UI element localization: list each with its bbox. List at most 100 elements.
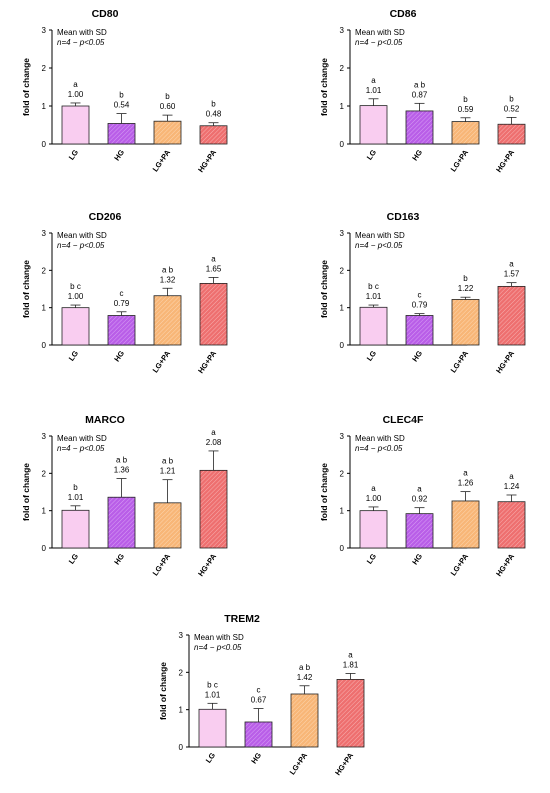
- bar-hg: [107, 315, 136, 346]
- significance-letter: b c: [207, 680, 218, 689]
- y-tick-label: 2: [179, 668, 184, 677]
- significance-letter: a: [371, 484, 376, 493]
- bar-lg-pa: [153, 120, 182, 145]
- y-tick-label: 3: [42, 229, 47, 238]
- data-label: 1.81: [343, 660, 359, 669]
- y-tick-label: 2: [340, 64, 345, 73]
- x-tick-label: LG: [365, 148, 378, 162]
- y-tick-label: 0: [179, 743, 184, 752]
- legend-note: Mean with SD: [355, 231, 405, 240]
- y-tick-label: 3: [42, 26, 47, 35]
- y-axis-label: fold of change: [319, 260, 329, 318]
- y-tick-label: 3: [179, 631, 184, 640]
- y-tick-label: 0: [340, 140, 345, 149]
- significance-letter: b: [211, 100, 216, 109]
- y-tick-label: 0: [42, 140, 47, 149]
- x-tick-label: HG: [112, 148, 126, 163]
- legend-note-stats: n=4 − p<0.05: [355, 241, 403, 250]
- x-tick-label: HG: [410, 552, 424, 567]
- bar-lg-pa: [290, 693, 319, 748]
- legend-note: Mean with SD: [57, 434, 107, 443]
- legend-note-stats: n=4 − p<0.05: [57, 38, 105, 47]
- data-label: 1.42: [297, 673, 313, 682]
- y-axis-label: fold of change: [21, 58, 31, 116]
- x-tick-label: HG: [410, 148, 424, 163]
- data-label: 1.00: [366, 494, 382, 503]
- significance-letter: b: [463, 95, 468, 104]
- bar-hg: [405, 315, 434, 346]
- data-label: 0.52: [504, 104, 520, 113]
- data-label: 1.01: [366, 292, 382, 301]
- x-tick-label: LG: [204, 751, 217, 765]
- y-tick-label: 2: [42, 266, 47, 275]
- legend-note: Mean with SD: [57, 231, 107, 240]
- y-tick-label: 3: [340, 26, 345, 35]
- x-tick-label: LG: [67, 349, 80, 363]
- y-tick-label: 3: [340, 432, 345, 441]
- significance-letter: b c: [368, 282, 379, 291]
- x-tick-label: HG+PA: [196, 552, 218, 579]
- x-tick-label: LG+PA: [151, 148, 173, 174]
- bar-hg-pa: [336, 679, 365, 748]
- data-label: 1.32: [160, 275, 176, 284]
- data-label: 0.48: [206, 110, 222, 119]
- data-label: 0.87: [412, 90, 428, 99]
- x-tick-label: HG+PA: [196, 148, 218, 175]
- chart-title: CD163: [387, 211, 420, 223]
- significance-letter: b: [73, 483, 78, 492]
- legend-note-stats: n=4 − p<0.05: [355, 444, 403, 453]
- y-tick-label: 1: [42, 102, 47, 111]
- bar-lg: [198, 708, 227, 748]
- significance-letter: c: [120, 289, 124, 298]
- chart-panel-marco: MARCO fold of change 0 1 2 3 Mean with SDn=4 −…: [21, 414, 228, 579]
- y-axis-label: fold of change: [21, 260, 31, 318]
- y-axis-label: fold of change: [319, 463, 329, 521]
- bar-lg-pa: [451, 121, 480, 145]
- bar-hg: [244, 721, 273, 748]
- data-label: 0.67: [251, 696, 267, 705]
- bar-lg-pa: [451, 299, 480, 346]
- significance-letter: b: [165, 92, 170, 101]
- data-label: 1.01: [205, 690, 221, 699]
- bar-lg-pa: [451, 500, 480, 549]
- data-label: 0.79: [114, 299, 130, 308]
- chart-panel-cd86: CD86 fold of change 0 1 2 3 Mean with SDn=4 − …: [319, 8, 526, 174]
- significance-letter: a: [509, 472, 514, 481]
- significance-letter: a b: [162, 457, 174, 466]
- y-tick-label: 0: [340, 341, 345, 350]
- x-tick-label: HG+PA: [196, 349, 218, 376]
- significance-letter: a: [211, 428, 216, 437]
- significance-letter: a: [348, 650, 353, 659]
- data-label: 1.01: [68, 493, 84, 502]
- significance-letter: a: [463, 469, 468, 478]
- x-tick-label: HG+PA: [494, 349, 516, 376]
- y-tick-label: 2: [42, 64, 47, 73]
- bar-lg: [359, 105, 388, 145]
- chart-panel-trem2: TREM2 fold of change 0 1 2 3 Mean with SDn=4 −…: [158, 613, 365, 778]
- data-label: 0.54: [114, 101, 130, 110]
- significance-letter: a: [73, 80, 78, 89]
- chart-title: MARCO: [85, 414, 125, 426]
- legend-note: Mean with SD: [355, 28, 405, 37]
- y-tick-label: 0: [340, 544, 345, 553]
- legend-note: Mean with SD: [194, 633, 244, 642]
- significance-letter: b: [119, 91, 124, 100]
- data-label: 1.00: [68, 90, 84, 99]
- y-tick-label: 3: [42, 432, 47, 441]
- data-label: 1.22: [458, 284, 474, 293]
- data-label: 1.00: [68, 292, 84, 301]
- significance-letter: a: [371, 76, 376, 85]
- data-label: 1.21: [160, 467, 176, 476]
- significance-letter: c: [257, 686, 261, 695]
- data-label: 0.79: [412, 301, 428, 310]
- y-tick-label: 0: [42, 341, 47, 350]
- x-tick-label: HG+PA: [333, 751, 355, 778]
- bar-lg-pa: [153, 502, 182, 549]
- chart-title: TREM2: [224, 613, 260, 625]
- x-tick-label: LG: [67, 552, 80, 566]
- x-tick-label: HG: [249, 751, 263, 766]
- chart-title: CD80: [92, 8, 119, 20]
- bar-hg-pa: [497, 123, 526, 145]
- x-tick-label: LG: [365, 349, 378, 363]
